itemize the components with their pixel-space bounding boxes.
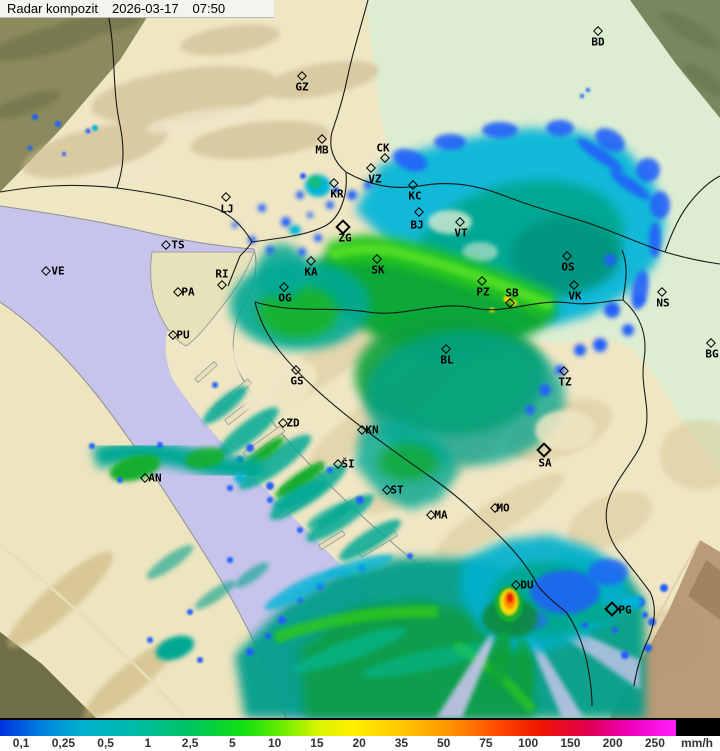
legend-value-20: 20 [352, 736, 366, 750]
header-bar: Radar kompozit 2026-03-17 07:50 [0, 0, 274, 18]
radar-map [0, 0, 720, 718]
precipitation-layer [27, 88, 670, 718]
legend-gradient [0, 720, 676, 737]
italy-land [0, 302, 286, 718]
legend-value-35: 35 [394, 736, 409, 750]
country-borders [0, 0, 720, 707]
istria-peninsula [150, 251, 255, 347]
intense-cell [495, 586, 523, 622]
legend-value-250: 250 [644, 736, 665, 750]
page-title: Radar kompozit [7, 1, 99, 16]
legend-unit: mm/h [680, 736, 714, 750]
legend-value-100: 100 [518, 736, 539, 750]
legend-value-0_25: 0,25 [51, 736, 76, 750]
legend-labels: mm/h 0,1 0,25 0,5 1 2,5 5 10 15 20 35 50 75 100 150 20… [0, 736, 720, 751]
legend-value-50: 50 [436, 736, 451, 750]
header-time: 07:50 [192, 1, 226, 16]
legend-value-15: 15 [310, 736, 324, 750]
legend-value-200: 200 [602, 736, 623, 750]
legend-value-2_5: 2,5 [181, 736, 199, 750]
legend-bar [0, 718, 720, 737]
header-date: 2026-03-17 [112, 1, 179, 16]
legend-value-0_1: 0,1 [12, 736, 30, 750]
coverage-edge-sw [0, 632, 96, 718]
coverage-arc [0, 542, 188, 718]
legend-value-10: 10 [267, 736, 282, 750]
legend-value-1: 1 [144, 736, 152, 750]
legend-value-5: 5 [229, 736, 236, 750]
legend: mm/h 0,1 0,25 0,5 1 2,5 5 10 15 20 35 50 75 100 150 20… [0, 718, 720, 751]
legend-value-150: 150 [560, 736, 581, 750]
legend-value-75: 75 [479, 736, 493, 750]
legend-value-0_5: 0,5 [97, 736, 114, 750]
